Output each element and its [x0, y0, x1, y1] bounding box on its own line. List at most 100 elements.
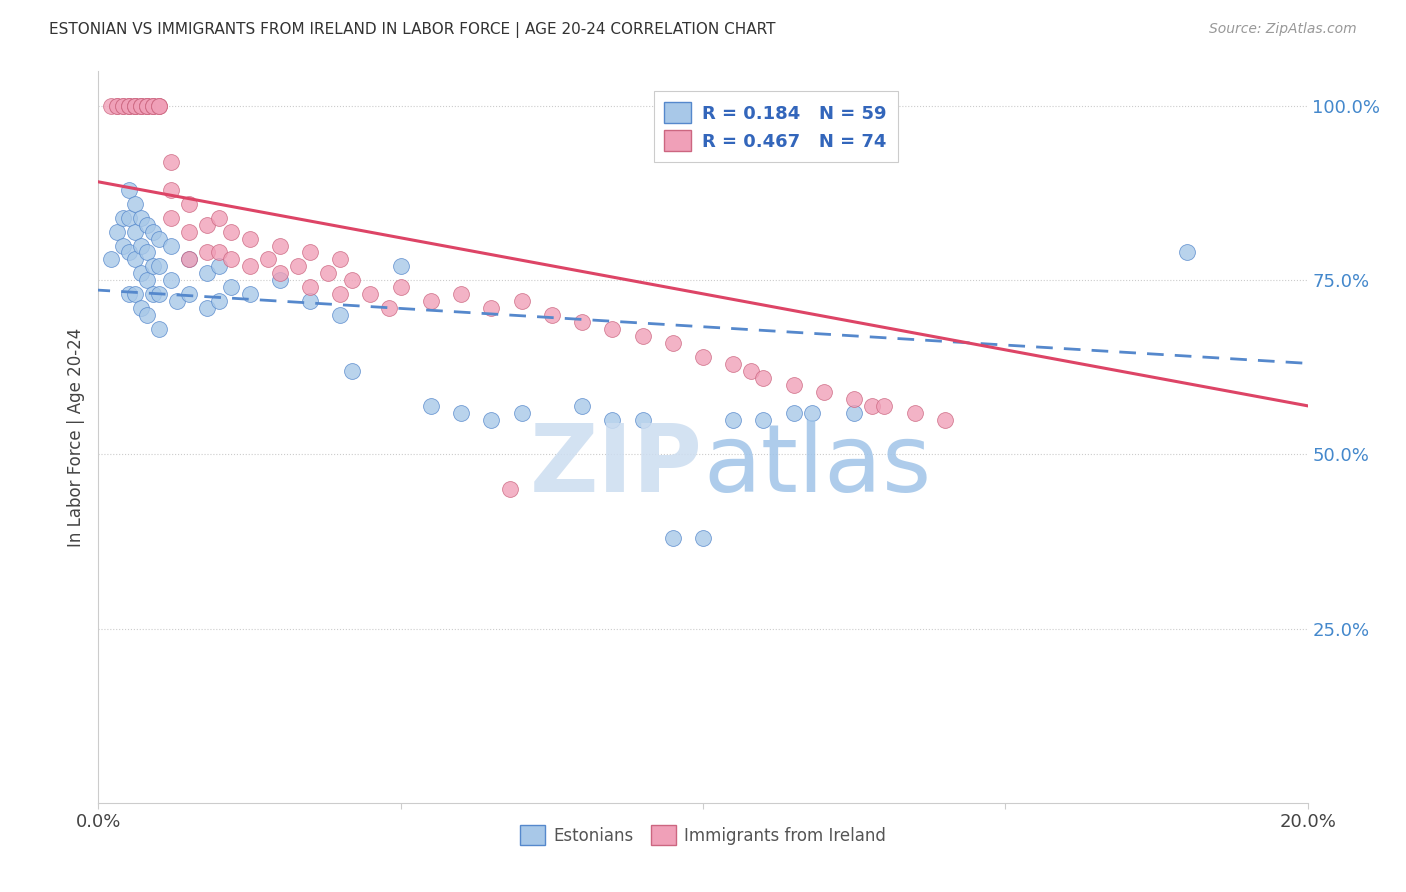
Point [420, 294, 443, 309]
Y-axis label: In Labor Force | Age 20-24: In Labor Force | Age 20-24 [67, 327, 86, 547]
Point [118, 99, 141, 113]
Point [160, 155, 183, 169]
Point [752, 371, 775, 385]
Text: atlas: atlas [703, 420, 931, 512]
Point [752, 412, 775, 426]
Point [540, 308, 562, 322]
Point [100, 252, 122, 267]
Legend: Estonians, Immigrants from Ireland: Estonians, Immigrants from Ireland [512, 817, 894, 853]
Point [389, 260, 412, 274]
Point [129, 266, 152, 280]
Point [124, 287, 146, 301]
Point [299, 245, 322, 260]
Point [179, 196, 201, 211]
Point [571, 399, 593, 413]
Point [179, 252, 201, 267]
Point [118, 245, 141, 260]
Point [329, 252, 352, 267]
Point [142, 99, 165, 113]
Point [111, 99, 134, 113]
Point [256, 252, 278, 267]
Point [124, 225, 146, 239]
Point [148, 322, 170, 336]
Point [179, 287, 201, 301]
Point [783, 377, 806, 392]
Point [100, 99, 122, 113]
Point [723, 412, 745, 426]
Point [571, 315, 593, 329]
Point [124, 99, 146, 113]
Point [844, 392, 866, 406]
Point [221, 225, 243, 239]
Point [450, 406, 472, 420]
Point [208, 245, 231, 260]
Point [160, 183, 183, 197]
Point [342, 273, 364, 287]
Point [142, 287, 165, 301]
Point [498, 483, 520, 497]
Point [360, 287, 382, 301]
Point [631, 412, 654, 426]
Point [844, 406, 866, 420]
Point [287, 260, 309, 274]
Point [269, 238, 291, 252]
Point [860, 399, 883, 413]
Point [135, 99, 157, 113]
Point [118, 211, 141, 225]
Point [142, 99, 165, 113]
Point [135, 99, 157, 113]
Point [160, 238, 183, 252]
Point [148, 99, 170, 113]
Text: ZIP: ZIP [530, 420, 703, 512]
Point [135, 308, 157, 322]
Point [195, 245, 218, 260]
Text: Source: ZipAtlas.com: Source: ZipAtlas.com [1209, 22, 1357, 37]
Point [135, 99, 157, 113]
Point [239, 287, 262, 301]
Point [800, 406, 823, 420]
Point [450, 287, 472, 301]
Point [631, 329, 654, 343]
Point [129, 99, 152, 113]
Point [111, 99, 134, 113]
Point [195, 266, 218, 280]
Point [420, 399, 443, 413]
Point [329, 287, 352, 301]
Point [934, 412, 956, 426]
Point [111, 238, 134, 252]
Point [221, 280, 243, 294]
Point [740, 364, 762, 378]
Point [221, 252, 243, 267]
Point [129, 99, 152, 113]
Point [148, 99, 170, 113]
Point [602, 322, 624, 336]
Point [602, 412, 624, 426]
Point [129, 238, 152, 252]
Point [118, 99, 141, 113]
Point [329, 308, 352, 322]
Point [105, 225, 128, 239]
Point [105, 99, 128, 113]
Point [124, 99, 146, 113]
Point [342, 364, 364, 378]
Point [195, 301, 218, 316]
Point [723, 357, 745, 371]
Point [129, 211, 152, 225]
Point [148, 260, 170, 274]
Point [105, 99, 128, 113]
Point [179, 225, 201, 239]
Point [873, 399, 896, 413]
Point [148, 231, 170, 245]
Point [481, 301, 503, 316]
Point [510, 294, 533, 309]
Point [118, 183, 141, 197]
Point [208, 294, 231, 309]
Point [208, 260, 231, 274]
Point [111, 211, 134, 225]
Point [904, 406, 927, 420]
Point [208, 211, 231, 225]
Point [148, 99, 170, 113]
Point [135, 245, 157, 260]
Point [510, 406, 533, 420]
Point [269, 266, 291, 280]
